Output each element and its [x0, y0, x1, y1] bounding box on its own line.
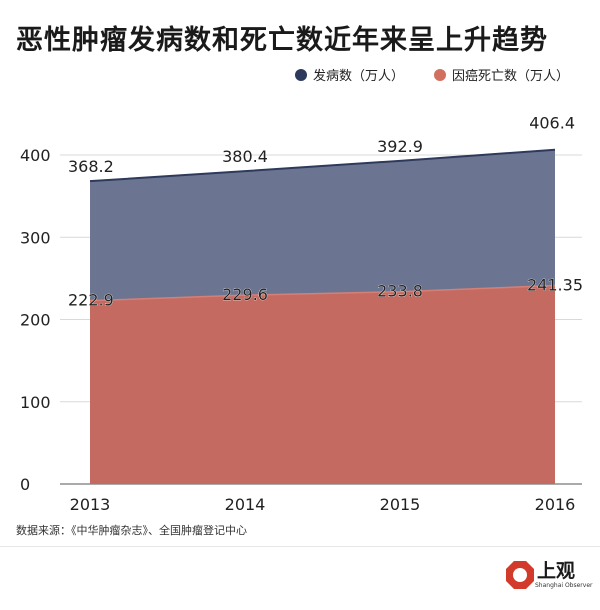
legend-incidence-marker — [295, 69, 307, 81]
death-value-label: 241.35 — [527, 275, 583, 294]
footer-divider — [0, 546, 600, 547]
chart-title: 恶性肿瘤发病数和死亡数近年来呈上升趋势 — [16, 25, 548, 56]
death-value-label: 222.9 — [68, 291, 114, 310]
death-value-label: 233.8 — [377, 282, 423, 301]
incidence-line — [89, 148, 556, 183]
y-tick-label: 100 — [20, 393, 51, 412]
legend-death-label: 因癌死亡数（万人） — [452, 68, 569, 84]
area-chart: 0 100 200 300 400 2013 2014 2015 2016 368.2 380.4 3… — [20, 68, 583, 514]
legend-death-marker — [434, 69, 446, 81]
incidence-value-label: 406.4 — [529, 114, 575, 133]
logo-name: 上观 — [537, 560, 576, 582]
death-line — [89, 284, 556, 302]
incidence-value-label: 392.9 — [377, 137, 423, 156]
y-tick-label: 200 — [20, 311, 51, 330]
logo-icon — [506, 561, 534, 589]
x-tick-label: 2016 — [535, 495, 576, 514]
death-area — [90, 285, 555, 484]
logo-subtitle: Shanghai Observer — [535, 582, 593, 589]
y-tick-label: 0 — [20, 475, 30, 494]
y-tick-label: 400 — [20, 146, 51, 165]
y-tick-label: 300 — [20, 228, 51, 247]
x-tick-label: 2014 — [225, 495, 266, 514]
data-source: 数据来源：《中华肿瘤杂志》、全国肿瘤登记中心 — [16, 524, 247, 537]
x-tick-label: 2013 — [70, 495, 111, 514]
x-tick-label: 2015 — [380, 495, 421, 514]
incidence-value-label: 380.4 — [222, 147, 268, 166]
incidence-value-label: 368.2 — [68, 157, 114, 176]
logo: 上观 Shanghai Observer — [505, 558, 593, 598]
death-value-label: 229.6 — [222, 285, 268, 304]
legend-incidence-label: 发病数（万人） — [313, 68, 404, 84]
